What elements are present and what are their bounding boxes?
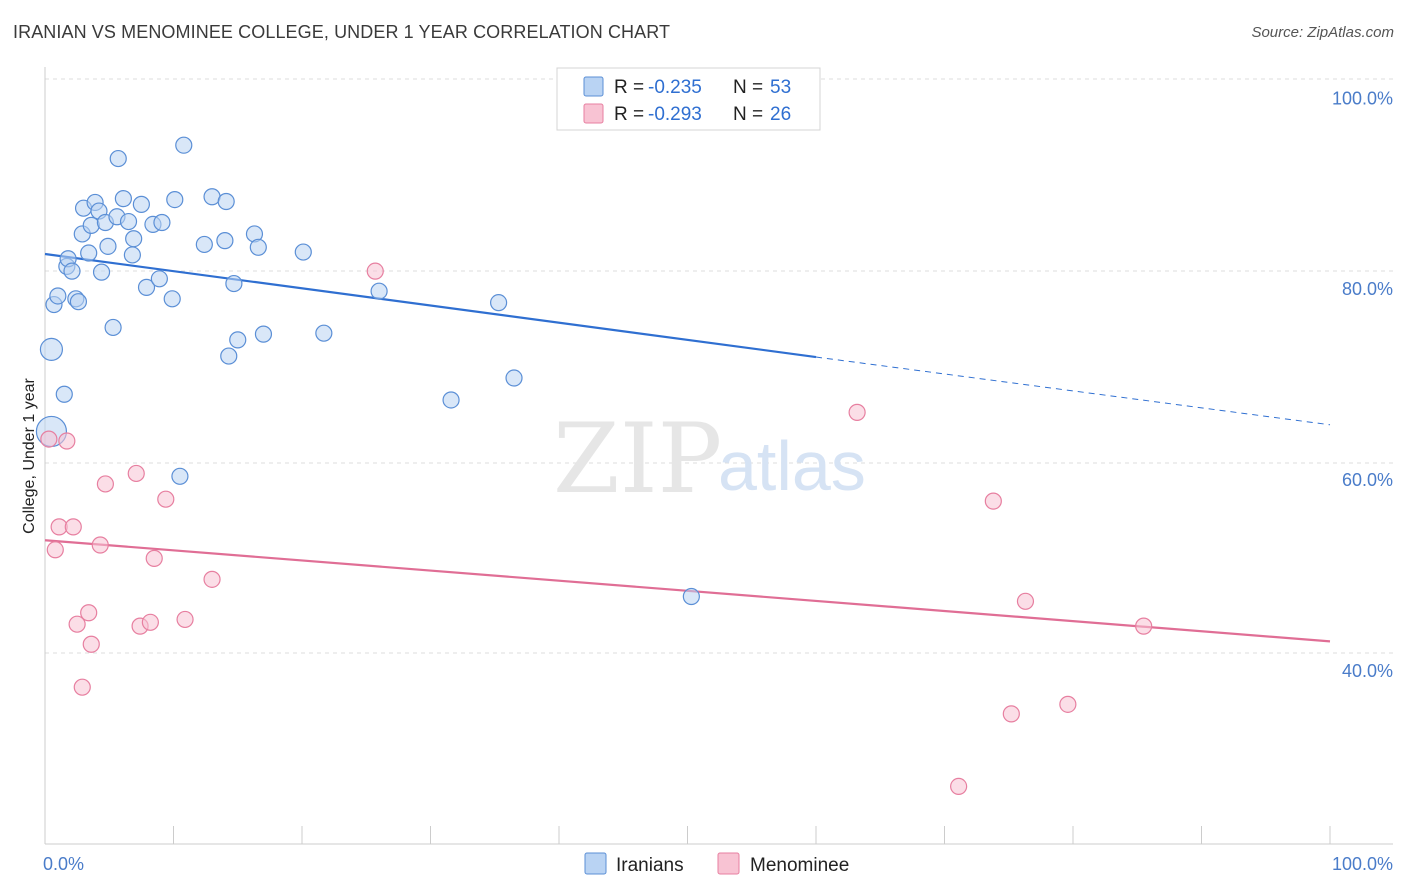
y-tick-label-0: 40.0% [1342, 661, 1393, 681]
iranians-point-16 [92, 263, 111, 281]
menominee-point-7 [80, 604, 98, 622]
iranians-point-31 [163, 290, 181, 308]
menominee-point-5 [68, 615, 86, 633]
series-legend-label-iranians: Iranians [616, 855, 684, 876]
menominee-point-8 [82, 635, 100, 653]
correlation-legend: R = -0.235 N = 53 R = -0.293 N = 26 [556, 67, 821, 131]
legend-n-value-iranians: 53 [770, 77, 791, 98]
iranians-point-34 [175, 136, 193, 154]
y-tick-labels: 40.0% 60.0% 80.0% 100.0% [1332, 89, 1393, 682]
iranians-point-37 [216, 232, 234, 250]
iranians-point-51 [682, 587, 700, 606]
iranians-point-4 [55, 385, 73, 403]
data-points [35, 88, 1153, 796]
series-legend-swatch-menominee [717, 852, 740, 875]
menominee-point-20 [950, 777, 968, 796]
iranians-point-3 [49, 287, 67, 305]
iranians-point-47 [370, 282, 388, 300]
y-axis-label: College, Under 1 year [21, 378, 38, 534]
iranians-point-9 [69, 293, 88, 311]
grid-lines [45, 78, 1393, 654]
iranians-point-18 [99, 237, 117, 255]
iranians-point-38 [217, 192, 235, 211]
legend-swatch-menominee [583, 103, 604, 124]
iranians-point-26 [132, 195, 150, 213]
menominee-point-21 [984, 492, 1002, 510]
y-tick-label-1: 60.0% [1342, 470, 1393, 490]
iranians-point-30 [153, 213, 171, 232]
legend-r-value-iranians: -0.235 [648, 77, 702, 98]
menominee-point-23 [1016, 592, 1035, 610]
iranians-point-35 [195, 235, 213, 254]
iranians-point-24 [123, 246, 141, 264]
menominee-point-9 [91, 536, 109, 554]
watermark-atlas: atlas [718, 427, 866, 505]
iranians-point-46 [315, 324, 333, 342]
legend-r-label-iranians: R = [614, 77, 644, 98]
menominee-point-15 [157, 490, 175, 508]
menominee-point-25 [1135, 617, 1153, 635]
legend-n-label-iranians: N = [733, 77, 763, 98]
series-legend-swatch-iranians [584, 852, 607, 875]
menominee-point-14 [145, 549, 163, 567]
menominee-point-24 [1059, 695, 1077, 713]
menominee-point-18 [366, 262, 384, 280]
x-tick-label-1: 100.0% [1332, 854, 1393, 874]
iranians-point-50 [505, 369, 523, 387]
iranians-point-39 [220, 347, 238, 365]
chart-title: IRANIAN VS MENOMINEE COLLEGE, UNDER 1 YE… [13, 22, 671, 42]
iranians-point-45 [294, 243, 312, 261]
iranians-point-13 [82, 216, 100, 234]
iranians-point-40 [225, 274, 243, 293]
iranians-point-19 [104, 318, 122, 337]
menominee-point-19 [848, 403, 866, 421]
iranians-point-48 [442, 391, 460, 409]
menominee-point-10 [96, 475, 114, 493]
iranians-point-22 [114, 190, 132, 208]
menominee-point-16 [176, 610, 194, 629]
watermark-zip: ZIP [553, 403, 722, 515]
menominee-point-17 [203, 570, 221, 588]
series-legend: Iranians Menominee [584, 852, 849, 876]
axes [44, 67, 1393, 845]
iranians-point-29 [150, 270, 168, 288]
iranians-point-25 [125, 230, 143, 248]
legend-n-value-menominee: 26 [770, 104, 791, 125]
y-tick-label-2: 80.0% [1342, 279, 1393, 299]
iranians-point-43 [249, 238, 267, 256]
menominee-point-22 [1002, 705, 1020, 723]
x-tick-labels: 0.0% 100.0% [43, 854, 1393, 874]
iranians-point-41 [229, 331, 247, 349]
menominee-point-4 [64, 518, 82, 536]
legend-n-label-menominee: N = [733, 104, 763, 125]
iranians-point-1 [39, 337, 64, 361]
iranians-point-33 [171, 467, 189, 485]
menominee-point-3 [58, 432, 76, 450]
iranians-point-49 [490, 294, 508, 312]
iranians-point-21 [109, 149, 127, 168]
iranians-point-32 [166, 190, 184, 209]
iranians-point-27 [137, 278, 156, 296]
iranians-point-12 [80, 244, 98, 262]
menominee-point-11 [127, 464, 145, 483]
iranians-point-44 [254, 325, 273, 343]
y-tick-label-3: 100.0% [1332, 89, 1393, 109]
iranians-point-7 [63, 262, 81, 280]
iranians-trend-line [44, 252, 817, 359]
iranians-trend-line-extension [815, 356, 1331, 426]
legend-r-value-menominee: -0.293 [648, 104, 702, 125]
iranians-point-23 [119, 212, 138, 231]
x-tick-label-0: 0.0% [43, 854, 84, 874]
menominee-point-6 [73, 678, 91, 696]
menominee-point-13 [141, 613, 159, 631]
series-legend-label-menominee: Menominee [750, 855, 849, 876]
menominee-point-0 [40, 430, 58, 448]
menominee-point-1 [46, 541, 64, 559]
source-label: Source: ZipAtlas.com [1251, 24, 1394, 41]
legend-swatch-iranians [583, 76, 604, 97]
legend-r-label-menominee: R = [614, 104, 644, 125]
